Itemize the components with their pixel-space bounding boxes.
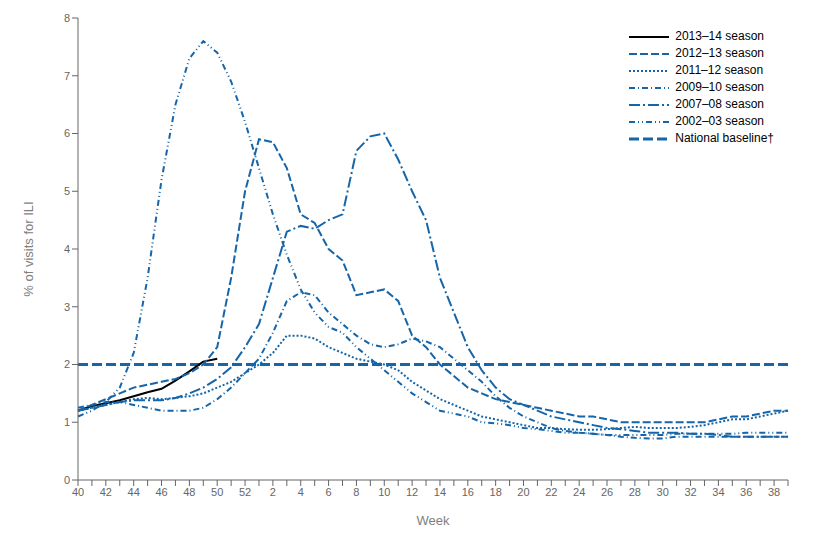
html-text:2007–08 season: 2007–08 season [675,97,764,111]
svg-text:0: 0 [64,474,70,486]
svg-text:12: 12 [406,486,418,498]
svg-text:24: 24 [573,486,585,498]
svg-text:2: 2 [270,486,276,498]
svg-text:6: 6 [326,486,332,498]
html-text:2013–14 season: 2013–14 season [675,29,764,43]
svg-text:34: 34 [712,486,724,498]
svg-text:32: 32 [684,486,696,498]
svg-text:2: 2 [64,358,70,370]
svg-text:5: 5 [64,185,70,197]
svg-text:1: 1 [64,416,70,428]
svg-text:38: 38 [768,486,780,498]
html-text:National baseline†: National baseline† [675,131,774,145]
svg-text:Week: Week [417,513,450,528]
svg-text:% of visits for ILI: % of visits for ILI [21,201,36,296]
svg-text:52: 52 [239,486,251,498]
svg-text:8: 8 [353,486,359,498]
html-text:2011–12 season: 2011–12 season [675,63,764,77]
svg-text:7: 7 [64,70,70,82]
svg-text:4: 4 [64,243,70,255]
svg-text:30: 30 [657,486,669,498]
html-text:2012–13 season: 2012–13 season [675,46,764,60]
svg-text:20: 20 [517,486,529,498]
svg-text:6: 6 [64,127,70,139]
svg-text:44: 44 [128,486,140,498]
svg-text:42: 42 [100,486,112,498]
svg-text:48: 48 [183,486,195,498]
svg-text:50: 50 [211,486,223,498]
html-text:2009–10 season: 2009–10 season [675,80,764,94]
svg-text:10: 10 [378,486,390,498]
svg-text:16: 16 [462,486,474,498]
svg-text:8: 8 [64,12,70,24]
svg-text:22: 22 [545,486,557,498]
svg-text:46: 46 [155,486,167,498]
svg-text:36: 36 [740,486,752,498]
svg-text:14: 14 [434,486,446,498]
svg-text:40: 40 [72,486,84,498]
svg-text:26: 26 [601,486,613,498]
svg-text:4: 4 [298,486,304,498]
svg-text:18: 18 [490,486,502,498]
svg-text:3: 3 [64,301,70,313]
svg-text:28: 28 [629,486,641,498]
html-text:2002–03 season: 2002–03 season [675,114,764,128]
